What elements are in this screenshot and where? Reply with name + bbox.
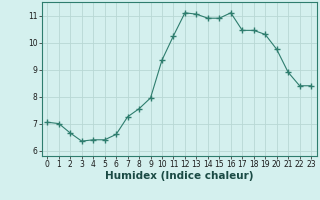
X-axis label: Humidex (Indice chaleur): Humidex (Indice chaleur) [105, 171, 253, 181]
